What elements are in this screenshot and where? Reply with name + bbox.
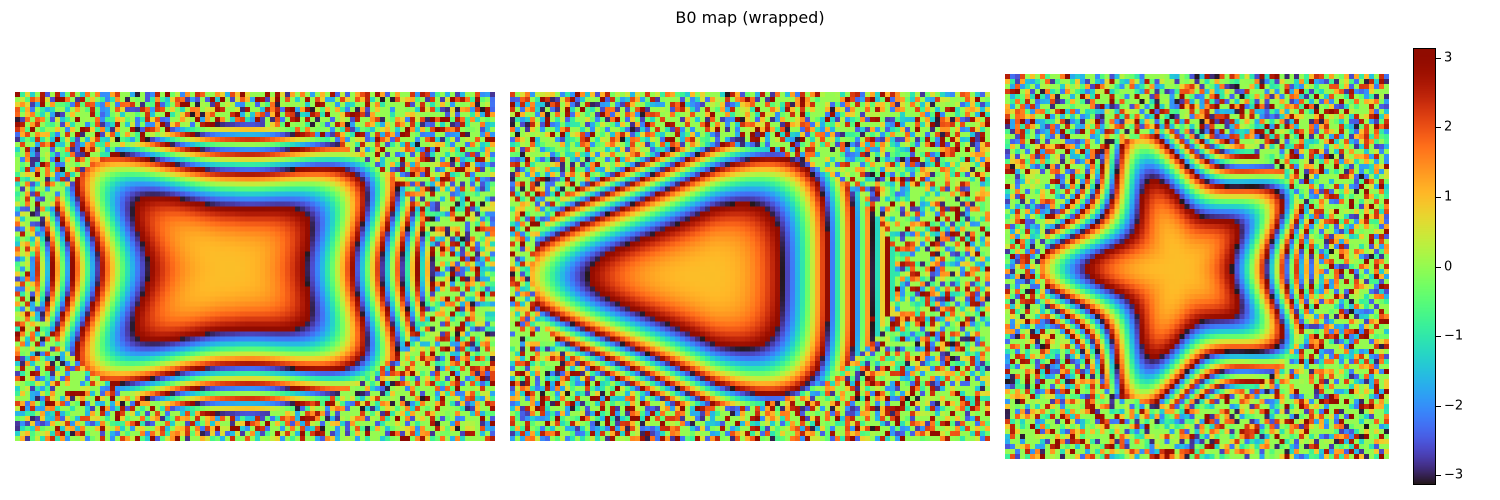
colorbar-tick-label: −3 bbox=[1444, 467, 1464, 483]
heatmap-panel-2 bbox=[510, 92, 990, 441]
colorbar-tick-label: 0 bbox=[1444, 259, 1453, 274]
colorbar-tick-label: 1 bbox=[1444, 189, 1453, 205]
colorbar bbox=[1413, 48, 1436, 485]
heatmap-panel-1 bbox=[15, 92, 495, 441]
colorbar-tick bbox=[1436, 57, 1441, 59]
colorbar-tick bbox=[1436, 127, 1441, 129]
colorbar-tick-label: 2 bbox=[1444, 119, 1453, 135]
colorbar-tick-label: −2 bbox=[1444, 398, 1464, 414]
colorbar-tick-label: −1 bbox=[1444, 328, 1464, 344]
colorbar-tick bbox=[1436, 196, 1441, 198]
colorbar-tick bbox=[1436, 336, 1441, 338]
colorbar-tick bbox=[1436, 405, 1441, 407]
heatmap-panel-3 bbox=[1005, 74, 1389, 459]
figure-title: B0 map (wrapped) bbox=[675, 8, 825, 27]
colorbar-tick bbox=[1436, 475, 1441, 477]
colorbar-tick bbox=[1436, 266, 1441, 268]
colorbar-tick-label: 3 bbox=[1444, 50, 1453, 66]
